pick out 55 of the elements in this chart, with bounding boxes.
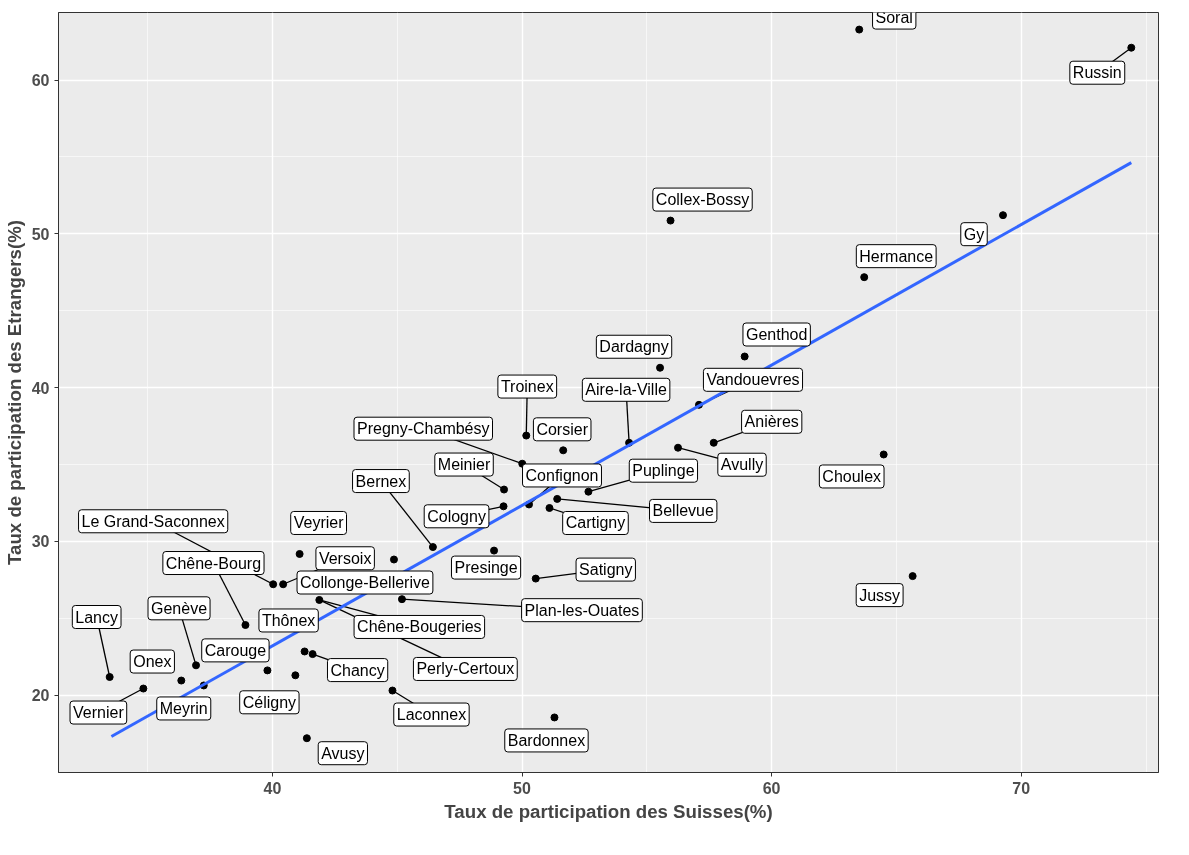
x-tick-label: 70 bbox=[1012, 779, 1031, 797]
annotation: Vernier bbox=[73, 704, 125, 722]
annotation: Troinex bbox=[500, 378, 554, 396]
y-tick-label: 40 bbox=[31, 379, 50, 397]
annotation: Bardonnex bbox=[507, 731, 586, 749]
annotation: Aire-la-Ville bbox=[585, 381, 667, 399]
annotation: Meinier bbox=[437, 456, 491, 474]
annotation: Versoix bbox=[318, 549, 372, 567]
annotation: Choulex bbox=[822, 467, 882, 485]
annotation: Jussy bbox=[859, 586, 901, 604]
annotation: Laconnex bbox=[396, 706, 467, 724]
x-tick-label: 50 bbox=[513, 779, 532, 797]
annotation: Collonge-Bellerive bbox=[300, 574, 430, 592]
annotation: Onex bbox=[133, 653, 172, 671]
annotation: Pregny-Chambésy bbox=[357, 420, 490, 438]
annotation: Satigny bbox=[579, 561, 633, 579]
annotation: Presinge bbox=[454, 559, 518, 577]
y-axis-title: Taux de participation des Etrangers(%) bbox=[3, 220, 25, 565]
annotation: Avully bbox=[720, 456, 764, 474]
annotation: Cologny bbox=[427, 507, 486, 525]
annotation: Le Grand-Saconnex bbox=[81, 512, 225, 530]
annotation: Meyrin bbox=[159, 699, 208, 717]
annotation: Bernex bbox=[355, 472, 407, 490]
annotation: Vandouevres bbox=[706, 371, 800, 389]
annotation: Veyrier bbox=[293, 514, 345, 532]
y-tick-label: 60 bbox=[31, 72, 50, 90]
y-tick-label: 30 bbox=[31, 533, 50, 551]
annotation: Confignon bbox=[525, 466, 599, 484]
annotation: Bellevue bbox=[652, 502, 714, 520]
annotation: Collex-Bossy bbox=[655, 191, 750, 209]
annotation: Hermance bbox=[859, 247, 934, 265]
y-tick-label: 50 bbox=[31, 225, 50, 243]
annotation: Chêne-Bourg bbox=[165, 554, 262, 572]
annotation: Russin bbox=[1072, 64, 1122, 82]
annotation: Anières bbox=[744, 413, 799, 431]
annotation: Corsier bbox=[536, 420, 589, 438]
annotation: Dardagny bbox=[599, 338, 669, 356]
annotation: Cartigny bbox=[565, 514, 626, 532]
annotation: Chancy bbox=[330, 661, 385, 679]
annotation: Chêne-Bougeries bbox=[357, 618, 482, 636]
x-axis-title: Taux de participation des Suisses(%) bbox=[444, 800, 773, 822]
annotation: Perly-Certoux bbox=[416, 660, 515, 678]
annotation: Puplinge bbox=[632, 462, 695, 480]
x-tick-label: 60 bbox=[762, 779, 781, 797]
annotation: Céligny bbox=[242, 693, 297, 711]
annotation: Lancy bbox=[75, 608, 119, 626]
annotation: Genthod bbox=[745, 326, 808, 344]
annotation: Thônex bbox=[261, 611, 316, 629]
x-tick-label: 40 bbox=[263, 779, 282, 797]
annotation: Genève bbox=[151, 599, 208, 617]
annotation: Carouge bbox=[204, 641, 267, 659]
y-tick-label: 20 bbox=[31, 687, 50, 705]
annotation: Gy bbox=[963, 225, 985, 243]
annotation: Plan-les-Ouates bbox=[524, 601, 640, 619]
annotation: Avusy bbox=[321, 744, 365, 762]
